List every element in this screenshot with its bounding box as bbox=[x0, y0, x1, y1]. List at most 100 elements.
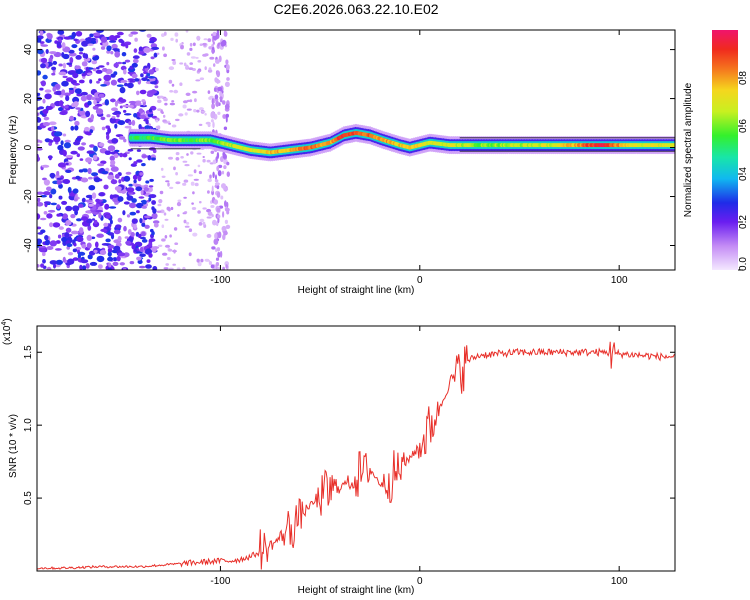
heatmap-cell bbox=[141, 231, 146, 237]
heatmap-cell bbox=[215, 248, 218, 253]
heatmap-cell bbox=[109, 194, 114, 200]
x-tick-label: 100 bbox=[611, 576, 628, 587]
heatmap-cell bbox=[126, 195, 134, 201]
heatmap-cell bbox=[215, 174, 217, 181]
spectrogram-y-axis: -40 -20 0 20 40 bbox=[23, 44, 675, 253]
heatmap-cell bbox=[72, 188, 79, 194]
heatmap-cell bbox=[177, 199, 182, 203]
heatmap-cell bbox=[133, 161, 138, 165]
heatmap-cell bbox=[190, 56, 196, 59]
heatmap-cell bbox=[177, 214, 180, 217]
heatmap-cell bbox=[216, 247, 221, 252]
heatmap-cell bbox=[98, 78, 102, 82]
heatmap-cell bbox=[127, 71, 131, 75]
heatmap-cell bbox=[46, 213, 53, 219]
heatmap-cell bbox=[95, 209, 104, 213]
heatmap-cell bbox=[129, 211, 137, 216]
heatmap-cell bbox=[46, 186, 52, 192]
heatmap-cell bbox=[49, 222, 54, 228]
heatmap-cell bbox=[151, 200, 157, 205]
heatmap-cell bbox=[204, 113, 207, 116]
heatmap-cell bbox=[192, 42, 196, 47]
heatmap-cell bbox=[87, 254, 93, 260]
heatmap-cell bbox=[183, 62, 187, 67]
heatmap-cell bbox=[123, 252, 130, 258]
heatmap-cell bbox=[92, 105, 99, 110]
heatmap-cell bbox=[169, 234, 172, 238]
heatmap-cell bbox=[148, 108, 153, 113]
heatmap-cell bbox=[671, 143, 675, 148]
heatmap-cell bbox=[48, 121, 57, 126]
heatmap-cell bbox=[52, 222, 61, 228]
heatmap-cell bbox=[56, 177, 63, 180]
heatmap-cell bbox=[151, 157, 156, 161]
heatmap-cell bbox=[124, 41, 132, 46]
heatmap-cell bbox=[162, 46, 165, 51]
heatmap-cell bbox=[144, 184, 149, 188]
heatmap-cell bbox=[37, 213, 41, 220]
heatmap-cell bbox=[43, 211, 48, 215]
heatmap-cell bbox=[98, 264, 103, 269]
heatmap-cell bbox=[185, 30, 189, 33]
heatmap-cell bbox=[57, 162, 66, 168]
heatmap-cell bbox=[104, 99, 110, 106]
heatmap-cell bbox=[85, 66, 89, 73]
heatmap-cell bbox=[117, 120, 126, 126]
heatmap-cell bbox=[216, 185, 220, 190]
heatmap-cell bbox=[74, 120, 80, 126]
spectrogram-heatmap bbox=[37, 30, 675, 270]
heatmap-cell bbox=[86, 94, 93, 101]
heatmap-cell bbox=[217, 86, 223, 92]
heatmap-cell bbox=[65, 227, 72, 233]
heatmap-cell bbox=[56, 213, 61, 217]
heatmap-cell bbox=[85, 199, 93, 203]
heatmap-cell bbox=[93, 249, 98, 253]
heatmap-cell bbox=[226, 201, 229, 208]
heatmap-cell bbox=[58, 71, 67, 76]
heatmap-cell bbox=[216, 79, 221, 84]
heatmap-cell bbox=[69, 70, 77, 73]
heatmap-cell bbox=[197, 262, 202, 267]
heatmap-cell bbox=[219, 96, 223, 100]
heatmap-cell bbox=[97, 163, 105, 167]
heatmap-cell bbox=[57, 144, 64, 151]
heatmap-cell bbox=[136, 149, 141, 152]
heatmap-cell bbox=[139, 246, 144, 253]
heatmap-cell bbox=[73, 141, 81, 146]
heatmap-cell bbox=[197, 60, 202, 63]
heatmap-cell bbox=[217, 170, 222, 177]
heatmap-cell bbox=[171, 100, 175, 103]
heatmap-cell bbox=[116, 114, 120, 118]
heatmap-cell bbox=[215, 257, 220, 261]
heatmap-cell bbox=[62, 256, 66, 263]
heatmap-cell bbox=[130, 31, 139, 35]
heatmap-cell bbox=[165, 180, 170, 183]
heatmap-cell bbox=[62, 133, 67, 137]
heatmap-cell bbox=[161, 175, 166, 178]
heatmap-cell bbox=[93, 145, 98, 152]
heatmap-cell bbox=[132, 55, 140, 60]
colorbar-tick-label: 0.0 bbox=[738, 257, 749, 271]
heatmap-cell bbox=[131, 119, 136, 126]
heatmap-cell bbox=[100, 84, 107, 87]
heatmap-cell bbox=[178, 113, 184, 117]
heatmap-cell bbox=[212, 219, 217, 226]
heatmap-cell bbox=[141, 199, 147, 205]
snr-x-axis: -100 0 100 bbox=[210, 326, 628, 587]
snr-frame bbox=[36, 325, 676, 572]
heatmap-cell bbox=[98, 142, 105, 147]
heatmap-cell bbox=[37, 191, 44, 195]
heatmap-cell bbox=[40, 263, 45, 268]
heatmap-cell bbox=[174, 242, 179, 245]
heatmap-cell bbox=[164, 244, 171, 248]
spectrogram-frame bbox=[36, 29, 676, 271]
heatmap-cell bbox=[186, 153, 189, 156]
heatmap-cell bbox=[161, 111, 164, 114]
heatmap-cell bbox=[175, 38, 178, 43]
heatmap-cell bbox=[76, 236, 84, 243]
heatmap-cell bbox=[78, 203, 84, 208]
heatmap-cell bbox=[37, 117, 42, 123]
heatmap-cell bbox=[67, 258, 75, 265]
heatmap-cell bbox=[145, 180, 150, 184]
heatmap-cell bbox=[197, 164, 201, 168]
